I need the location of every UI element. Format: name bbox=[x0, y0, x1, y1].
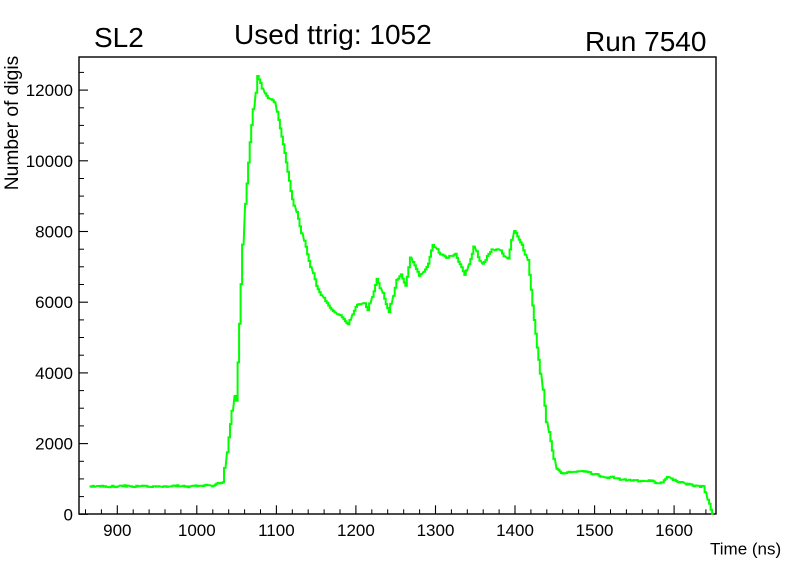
svg-text:900: 900 bbox=[103, 521, 131, 540]
svg-text:4000: 4000 bbox=[35, 364, 73, 383]
svg-text:0: 0 bbox=[64, 505, 73, 524]
svg-text:1600: 1600 bbox=[655, 521, 693, 540]
svg-text:10000: 10000 bbox=[26, 152, 73, 171]
svg-text:12000: 12000 bbox=[26, 81, 73, 100]
svg-text:1100: 1100 bbox=[258, 521, 295, 540]
svg-text:2000: 2000 bbox=[35, 435, 73, 454]
svg-text:1200: 1200 bbox=[337, 521, 375, 540]
svg-text:Time (ns): Time (ns) bbox=[710, 540, 781, 559]
svg-text:1500: 1500 bbox=[576, 521, 614, 540]
svg-text:1300: 1300 bbox=[417, 521, 455, 540]
svg-text:1000: 1000 bbox=[178, 521, 216, 540]
svg-text:1400: 1400 bbox=[496, 521, 534, 540]
svg-text:8000: 8000 bbox=[35, 223, 73, 242]
svg-text:6000: 6000 bbox=[35, 293, 73, 312]
